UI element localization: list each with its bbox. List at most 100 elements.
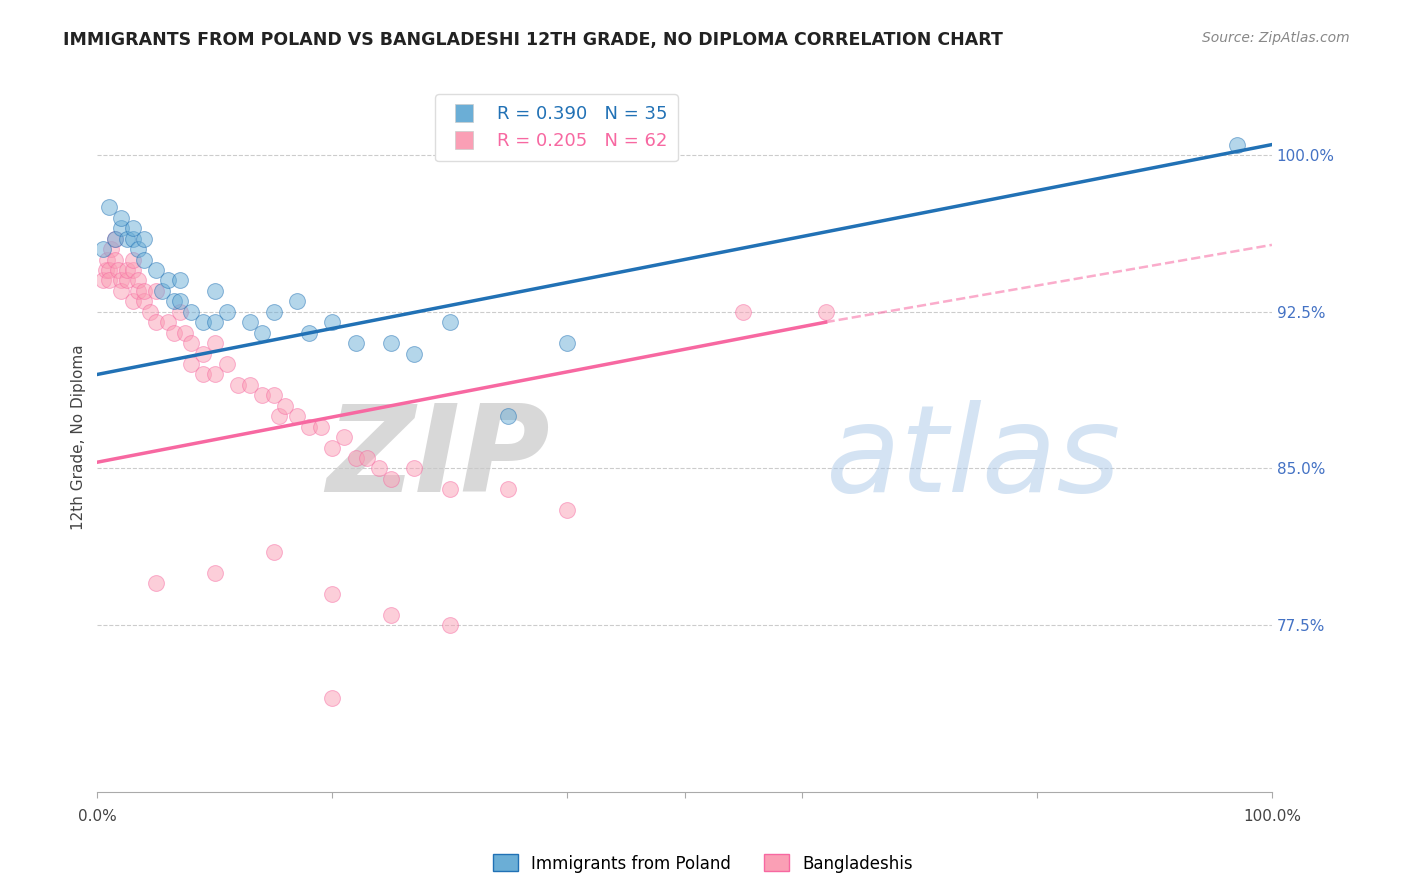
Point [498,483,520,497]
Point [204,315,226,329]
Point [134,252,156,267]
Point [204,336,226,351]
Point [145,284,167,298]
Point [250,388,273,402]
Point [115,273,138,287]
Point [274,399,297,413]
Point [204,284,226,298]
Text: 100.0%: 100.0% [1243,809,1301,824]
Point [1226,137,1249,152]
Point [145,263,167,277]
Point [321,587,343,601]
Point [110,284,132,298]
Point [298,326,321,340]
Point [156,315,179,329]
Text: 0.0%: 0.0% [77,809,117,824]
Point [285,409,308,424]
Point [285,294,308,309]
Point [163,294,186,309]
Point [127,242,149,256]
Point [150,284,173,298]
Point [145,315,167,329]
Point [555,503,578,517]
Point [269,409,291,424]
Point [98,263,121,277]
Point [121,232,143,246]
Point [121,252,143,267]
Point [98,273,121,287]
Point [344,336,367,351]
Point [239,315,262,329]
Point [239,377,262,392]
Point [104,232,127,246]
Legend: R = 0.390   N = 35, R = 0.205   N = 62: R = 0.390 N = 35, R = 0.205 N = 62 [436,95,678,161]
Point [380,336,402,351]
Point [100,242,122,256]
Point [180,304,202,318]
Point [134,232,156,246]
Point [139,304,162,318]
Point [555,336,578,351]
Point [115,232,138,246]
Point [107,263,129,277]
Point [180,336,202,351]
Point [368,461,391,475]
Point [121,294,143,309]
Text: ZIP: ZIP [326,400,550,517]
Point [439,618,461,632]
Point [110,273,132,287]
Point [404,346,426,360]
Point [204,566,226,580]
Point [404,461,426,475]
Point [226,377,249,392]
Text: atlas: atlas [825,400,1121,517]
Point [321,691,343,706]
Point [191,315,214,329]
Point [134,294,156,309]
Point [215,357,238,371]
Point [115,263,138,277]
Point [169,304,191,318]
Point [110,221,132,235]
Point [134,284,156,298]
Point [263,388,285,402]
Point [163,326,186,340]
Point [174,326,197,340]
Point [104,252,127,267]
Point [250,326,273,340]
Point [263,304,285,318]
Point [94,263,117,277]
Point [321,315,343,329]
Point [169,273,191,287]
Point [91,242,114,256]
Point [498,409,520,424]
Point [344,450,367,465]
Y-axis label: 12th Grade, No Diploma: 12th Grade, No Diploma [72,344,86,530]
Point [191,368,214,382]
Point [156,273,179,287]
Point [333,430,356,444]
Point [110,211,132,225]
Point [91,273,114,287]
Text: IMMIGRANTS FROM POLAND VS BANGLADESHI 12TH GRADE, NO DIPLOMA CORRELATION CHART: IMMIGRANTS FROM POLAND VS BANGLADESHI 12… [63,31,1002,49]
Point [439,483,461,497]
Point [380,607,402,622]
Legend: Immigrants from Poland, Bangladeshis: Immigrants from Poland, Bangladeshis [486,847,920,880]
Point [98,200,121,214]
Point [191,346,214,360]
Point [380,472,402,486]
Point [215,304,238,318]
Point [96,252,118,267]
Point [298,419,321,434]
Point [814,304,837,318]
Point [127,273,149,287]
Point [263,545,285,559]
Point [145,576,167,591]
Point [321,441,343,455]
Point [204,368,226,382]
Point [169,294,191,309]
Text: Source: ZipAtlas.com: Source: ZipAtlas.com [1202,31,1350,45]
Point [121,221,143,235]
Point [439,315,461,329]
Point [180,357,202,371]
